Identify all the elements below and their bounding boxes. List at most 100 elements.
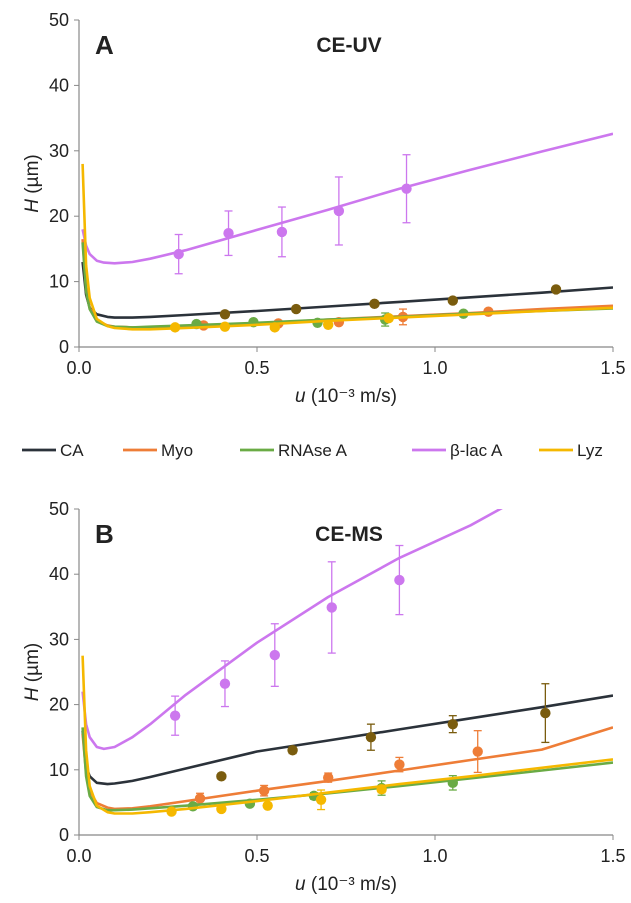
panel-b-series-ca-data-point (287, 745, 298, 756)
panel-b-series-beta-lac-a-data-point (394, 574, 405, 586)
panel-a-series-beta-lac-a (81, 132, 613, 275)
panel-b-series-rnase-a-data-point (244, 798, 256, 809)
legend-item-beta-lac-a-label: β-lac A (450, 441, 503, 460)
panel-a-series-beta-lac-a-data-point (223, 228, 234, 239)
panel-b-series-ca-data-point (216, 771, 227, 782)
panel-a-x-axis-symbol: u (295, 386, 306, 407)
panel-b-series-rnase-a-curve (81, 727, 613, 812)
panel-b-series-beta-lac-a-data-point (326, 602, 337, 613)
panel-b-y-tick-label: 30 (49, 629, 69, 649)
panel-a-x-axis-unit: (10⁻³ m/s) (306, 386, 397, 407)
panel-a-series-lyz-data-point (169, 322, 181, 333)
legend-item-beta-lac-a: β-lac A (412, 441, 503, 460)
panel-b-y-tick-label: 0 (59, 825, 69, 845)
panel-a-y-tick-label: 0 (59, 337, 69, 357)
panel-a-y-axis-symbol: H (22, 199, 43, 213)
panel-b-y-tick-label: 20 (49, 695, 69, 715)
panel-b-x-tick-label: 1.5 (600, 846, 625, 866)
panel-b-series-rnase-a-data-point (187, 801, 199, 812)
panel-b-x-axis-unit: (10⁻³ m/s) (306, 874, 397, 895)
legend-item-ca-label: CA (60, 441, 84, 460)
panel-a-x-axis-label: u (10⁻³ m/s) (295, 386, 397, 407)
panel-b-chart: 0 10 20 30 40 50 0.0 0.5 1.0 1.5 u (10⁻³ m/s) H (µm… (22, 499, 626, 895)
panel-a-series-ca-data-point (369, 298, 380, 310)
panel-b-x-tick-label: 0.5 (244, 846, 269, 866)
panel-b-y-axis-symbol: H (22, 687, 43, 701)
panel-a-series-lyz (81, 163, 613, 333)
panel-a-series-beta-lac-a-data-point (173, 248, 184, 260)
panel-b-y-axis-label: H (µm) (22, 643, 43, 701)
panel-a-series-beta-lac-a-data-point (333, 205, 345, 217)
panel-b-series-myo-data-point (194, 793, 206, 804)
panel-a-series-ca-data-point (447, 295, 458, 306)
panel-a-x-tick-label: 1.0 (422, 358, 447, 378)
panel-a-series-ca-data-point (290, 303, 302, 315)
legend-item-myo: Myo (123, 441, 193, 460)
panel-b-x-axis-symbol: u (295, 874, 306, 895)
panel-b-title: CE-MS (315, 523, 383, 546)
panel-b-series-lyz (81, 655, 613, 817)
panel-a-series-beta-lac-a-curve (81, 132, 613, 265)
legend: CA Myo RNAse A β-lac A Lyz (22, 441, 603, 460)
panel-b-series-lyz-curve (81, 655, 613, 815)
panel-a-series-ca-data-point (550, 284, 562, 295)
panel-a-y-tick-label: 20 (49, 206, 69, 226)
panel-a-series-lyz-data-point (383, 313, 394, 324)
panel-b-series-beta-lac-a-data-point (269, 649, 280, 661)
panel-b-series-myo-data-point (472, 746, 483, 757)
panel-a-series-ca-data-point (219, 309, 231, 320)
legend-item-lyz: Lyz (539, 441, 603, 460)
panel-b-y-tick-label: 40 (49, 564, 69, 584)
panel-a-y-tick-label: 10 (49, 272, 69, 292)
panel-b-letter: B (95, 519, 114, 549)
panel-b-y-tick-label: 10 (49, 760, 69, 780)
panel-b-series-ca (81, 683, 613, 786)
panel-a-y-axis-unit: (µm) (22, 154, 43, 199)
panel-b-series-lyz-data-point (376, 784, 387, 795)
panel-a-x-tick-label: 0.0 (66, 358, 91, 378)
panel-b-series-ca-curve (81, 694, 613, 786)
panel-b-x-axis-label: u (10⁻³ m/s) (295, 874, 397, 895)
legend-item-myo-label: Myo (161, 441, 193, 460)
legend-item-lyz-label: Lyz (577, 441, 603, 460)
panel-b-series-beta-lac-a-curve (81, 509, 503, 751)
panel-a-letter: A (95, 30, 114, 60)
panel-a-series-myo-curve (81, 239, 613, 329)
panel-b-series-myo-data-point (323, 772, 334, 783)
panel-b-x-tick-label: 1.0 (422, 846, 447, 866)
panel-b-series-beta-lac-a (81, 509, 503, 751)
panel-b-series-lyz-data-point (262, 800, 273, 811)
legend-item-rnase-a: RNAse A (240, 441, 348, 460)
legend-item-rnase-a-label: RNAse A (278, 441, 348, 460)
panel-a-chart: 0 10 20 30 40 50 0.0 0.5 1.0 1.5 u (10⁻³ m/s) H (µm… (22, 10, 626, 407)
panel-b-series-ca-data-point (447, 718, 458, 730)
panel-b-series-lyz-data-point (216, 803, 227, 815)
panel-b-y-tick-label: 50 (49, 499, 69, 519)
panel-b-series-ca-data-point (540, 707, 551, 719)
panel-b-series-beta-lac-a-data-point (219, 678, 231, 689)
panel-a-series-beta-lac-a-data-point (401, 183, 412, 194)
panel-b-series-myo-data-point (394, 759, 405, 770)
panel-a-series-lyz-data-point (323, 319, 334, 330)
panel-a-y-axis-label: H (µm) (22, 154, 43, 212)
panel-b-x-tick-label: 0.0 (66, 846, 91, 866)
panel-a-y-tick-label: 30 (49, 141, 69, 161)
panel-b-y-axis-unit: (µm) (22, 643, 43, 688)
panel-b-series-lyz-data-point (315, 794, 327, 805)
legend-item-ca: CA (22, 441, 84, 460)
panel-a-y-tick-label: 50 (49, 10, 69, 30)
panel-a-series-beta-lac-a-data-point (276, 226, 288, 238)
panel-a-title: CE-UV (316, 34, 381, 57)
panel-a-x-tick-label: 1.5 (600, 358, 625, 378)
panel-a-y-tick-label: 40 (49, 75, 69, 95)
panel-b-series-beta-lac-a-data-point (169, 710, 181, 721)
panel-a-series-lyz-data-point (269, 322, 280, 333)
panel-b-series-myo-data-point (258, 785, 270, 796)
panel-a-x-tick-label: 0.5 (244, 358, 269, 378)
panel-b-series-ca-data-point (365, 732, 377, 743)
panel-a-series-lyz-curve (81, 163, 613, 331)
panel-a-series-lyz-data-point (219, 321, 231, 332)
panel-b-series-lyz-data-point (166, 806, 177, 817)
panel-b-series-rnase-a-data-point (447, 777, 458, 789)
